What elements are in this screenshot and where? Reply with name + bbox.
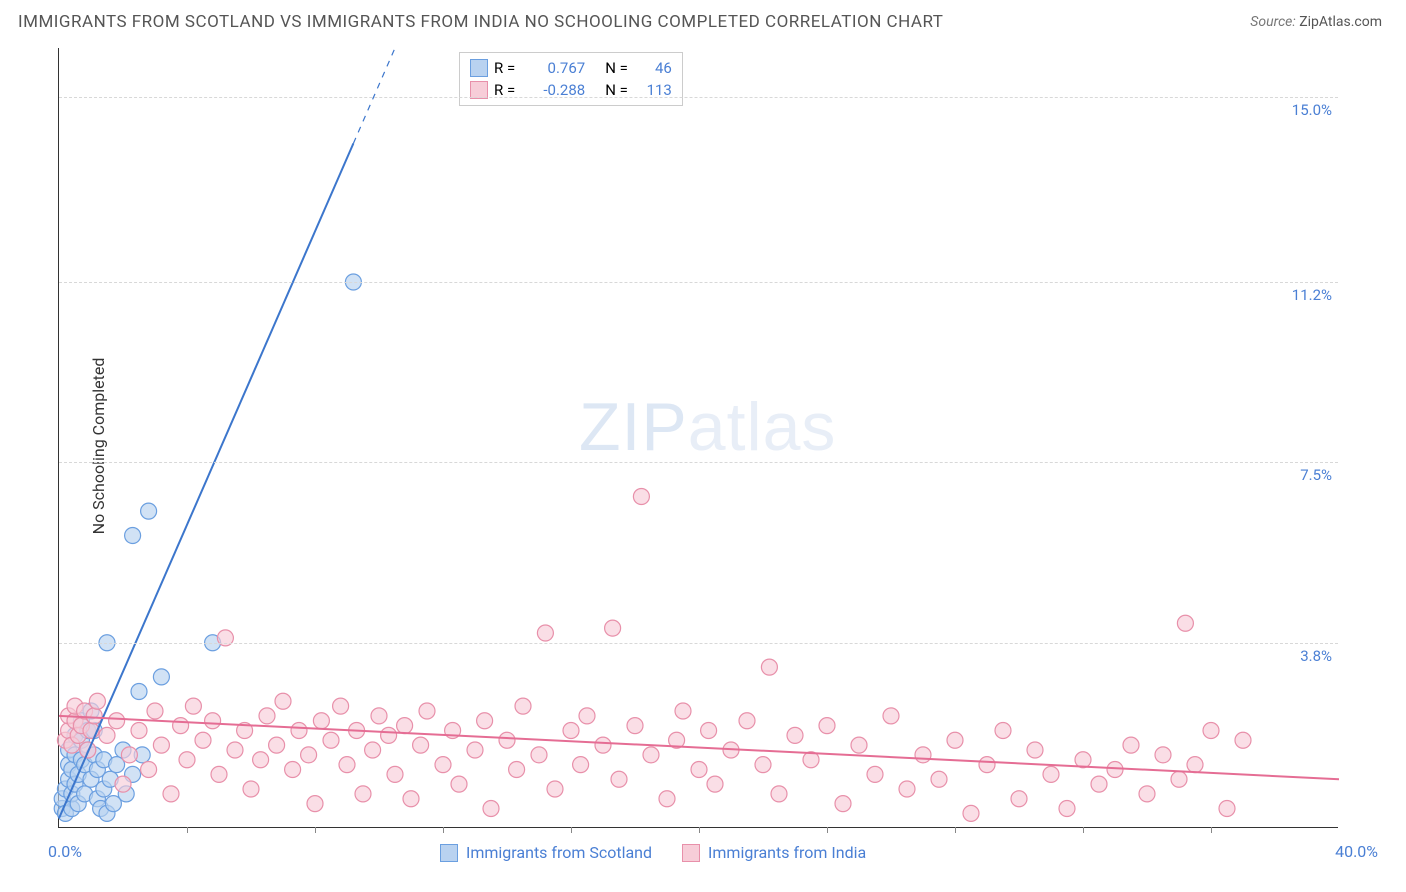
source-value: ZipAtlas.com: [1299, 14, 1382, 30]
legend-label-india: Immigrants from India: [708, 843, 866, 862]
legend-item-india: Immigrants from India: [682, 843, 866, 862]
y-tick-label: 11.2%: [1292, 286, 1332, 304]
y-tick-label: 7.5%: [1300, 466, 1332, 484]
chart-svg: [59, 48, 1338, 827]
chart-title: IMMIGRANTS FROM SCOTLAND VS IMMIGRANTS F…: [18, 12, 943, 32]
r-value-scotland: 0.767: [525, 57, 585, 79]
n-value-scotland: 46: [638, 57, 672, 79]
bottom-legend: Immigrants from Scotland Immigrants from…: [440, 843, 866, 862]
legend-label-scotland: Immigrants from Scotland: [466, 843, 652, 862]
swatch-scotland: [470, 59, 488, 77]
y-tick-label: 3.8%: [1300, 647, 1332, 665]
n-label: N =: [605, 57, 628, 79]
x-axis-start: 0.0%: [48, 842, 82, 861]
source-label: Source:: [1250, 14, 1295, 30]
swatch-india-bottom: [682, 844, 700, 862]
plot-area: ZIPatlas R = 0.767 N = 46 R = -0.288 N =…: [58, 48, 1338, 828]
stats-row-scotland: R = 0.767 N = 46: [470, 57, 672, 79]
y-tick-label: 15.0%: [1292, 101, 1332, 119]
r-label: R =: [494, 57, 515, 79]
x-axis-end: 40.0%: [1335, 842, 1378, 861]
legend-item-scotland: Immigrants from Scotland: [440, 843, 652, 862]
swatch-scotland-bottom: [440, 844, 458, 862]
source-attribution: Source: ZipAtlas.com: [1250, 14, 1382, 30]
stats-legend: R = 0.767 N = 46 R = -0.288 N = 113: [459, 52, 683, 106]
